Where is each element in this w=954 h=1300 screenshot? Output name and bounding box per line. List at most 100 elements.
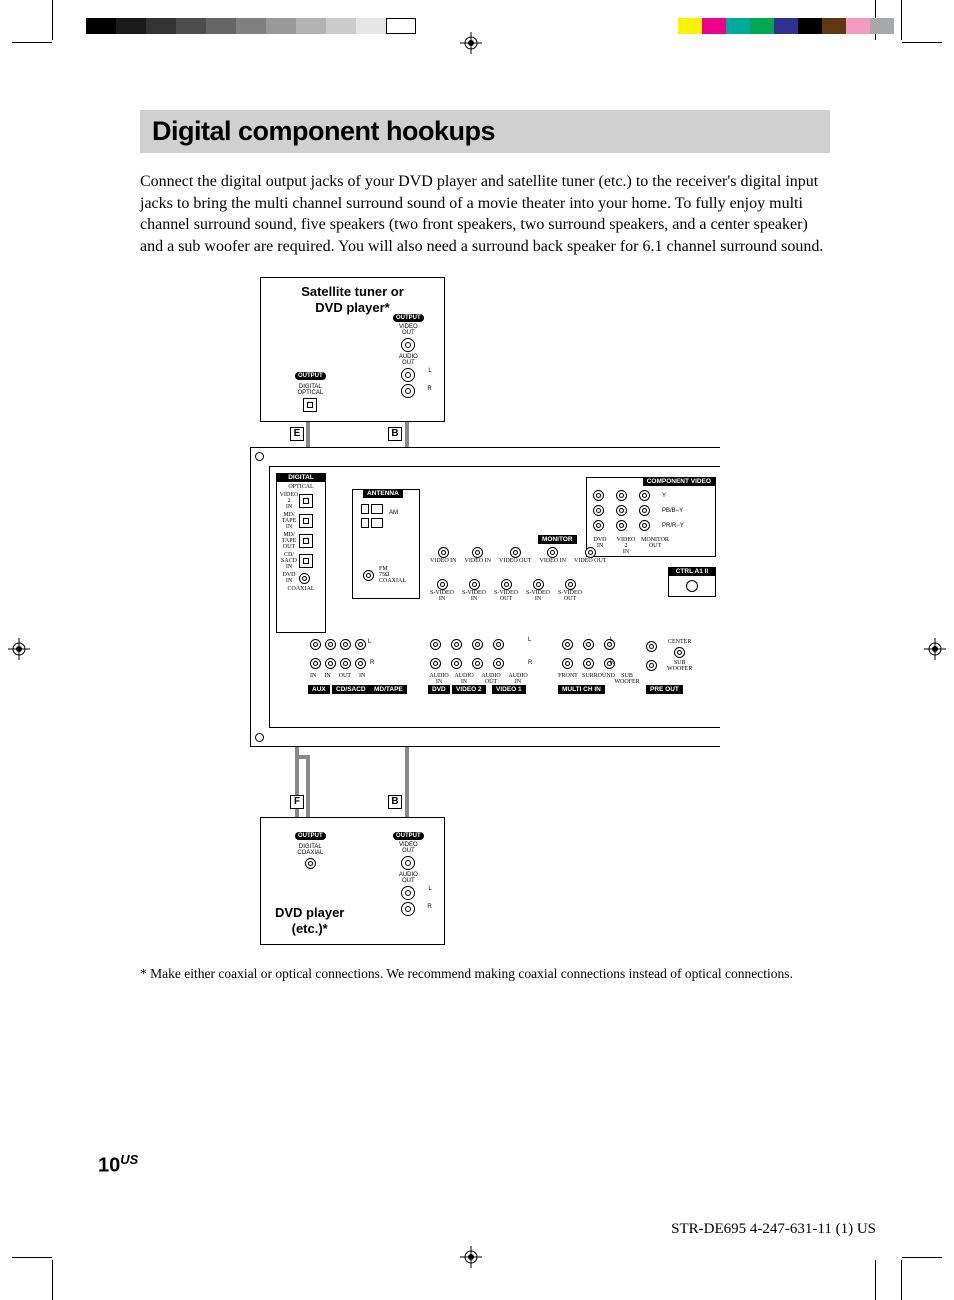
- rca-jack-icon: [639, 505, 650, 516]
- l-label: L: [428, 368, 431, 374]
- screw-icon: [255, 452, 264, 461]
- l-label: L: [528, 637, 531, 643]
- component-video-section: COMPONENT VIDEO Y: [586, 477, 716, 557]
- videoin-label: VIDEO IN: [465, 558, 492, 564]
- ctrl-jack-icon: [686, 580, 698, 592]
- videoout-label: VIDEO OUT: [574, 558, 607, 564]
- optical-jack-icon: [299, 494, 313, 508]
- receiver-panel: DIGITAL OPTICAL VIDEO 2 IN MD/ TAPE IN M…: [250, 447, 720, 747]
- output-label: OUTPUT: [393, 314, 424, 322]
- digital-label: DIGITAL: [277, 473, 325, 482]
- antenna-section: ANTENNA AM FM 75Ω COAXIAL: [352, 489, 420, 599]
- badge-b: B: [388, 427, 402, 441]
- output-label: OUTPUT: [393, 832, 424, 840]
- page-body: Digital component hookups Connect the di…: [140, 110, 830, 983]
- crop-mark: [902, 1257, 942, 1258]
- svideo-jack-icon: [437, 579, 448, 590]
- antenna-label: ANTENNA: [363, 489, 403, 498]
- top-device-title: Satellite tuner or: [261, 284, 444, 300]
- r-label: R: [610, 660, 614, 666]
- svideo-jack-icon: [469, 579, 480, 590]
- subwoofer-label: SUB WOOFER: [614, 673, 640, 685]
- digital-optical-label: DIGITAL OPTICAL: [295, 384, 326, 396]
- coax-jack-icon: [305, 858, 316, 869]
- optical-jack-icon: [303, 398, 317, 412]
- rca-jack-icon: [401, 384, 415, 398]
- registration-icon: [924, 638, 946, 660]
- rca-jack-icon: [585, 547, 596, 558]
- fm-label: FM 75Ω COAXIAL: [379, 566, 406, 584]
- mdtape-out-label: MD/ TAPE OUT: [279, 532, 299, 550]
- ctrl-section: CTRL A1 II: [668, 567, 716, 597]
- audioout-label: AUDIO OUT: [478, 673, 504, 685]
- registration-icon: [8, 638, 30, 660]
- svideo-jack-icon: [533, 579, 544, 590]
- video-out-label: VIDEO OUT: [393, 842, 424, 854]
- audio-out-label: AUDIO OUT: [393, 354, 424, 366]
- rca-jack-icon: [355, 639, 366, 650]
- rca-jack-icon: [593, 520, 604, 531]
- rca-jack-icon: [325, 639, 336, 650]
- component-video-label: COMPONENT VIDEO: [643, 477, 715, 486]
- r-label: R: [427, 904, 431, 910]
- am-label: AM: [389, 510, 398, 516]
- screw-icon: [255, 733, 264, 742]
- svideoout-label: S-VIDEO OUT: [494, 590, 518, 602]
- comp-mon-label: MONITOR OUT: [641, 537, 669, 555]
- svideoout-label: S-VIDEO OUT: [558, 590, 582, 602]
- in-label: IN: [310, 673, 316, 679]
- crop-mark: [901, 1260, 902, 1300]
- crop-mark: [901, 0, 902, 40]
- rca-jack-icon: [616, 520, 627, 531]
- optical-jack-icon: [299, 534, 313, 548]
- video2-label: VIDEO 2: [452, 685, 486, 694]
- v2-in-label: VIDEO 2 IN: [279, 492, 299, 510]
- surround-label: SURROUND: [582, 673, 612, 685]
- svideo-jack-icon: [501, 579, 512, 590]
- rca-jack-icon: [355, 658, 366, 669]
- rca-jack-icon: [401, 338, 415, 352]
- rca-jack-icon: [493, 639, 504, 650]
- intro-paragraph: Connect the digital output jacks of your…: [140, 171, 830, 257]
- dvd-in-label: DVD IN: [279, 572, 299, 584]
- center-label: CENTER: [667, 639, 692, 645]
- in-label: IN: [324, 673, 330, 679]
- rca-jack-icon: [593, 490, 604, 501]
- rca-jack-icon: [562, 639, 573, 650]
- output-label: OUTPUT: [295, 372, 326, 380]
- l-label: L: [610, 637, 613, 643]
- pr-label: PR/R−Y: [662, 523, 684, 529]
- videoin-label: VIDEO IN: [430, 558, 457, 564]
- preout-label: PRE OUT: [646, 685, 683, 694]
- crop-mark: [52, 1260, 53, 1300]
- document-id: STR-DE695 4-247-631-11 (1) US: [671, 1221, 876, 1238]
- crop-mark: [12, 1257, 52, 1258]
- registration-icon: [460, 32, 482, 54]
- y-label: Y: [662, 493, 666, 499]
- rca-jack-icon: [510, 547, 521, 558]
- l-label: L: [428, 886, 431, 892]
- optical-jack-icon: [299, 514, 313, 528]
- pb-label: PB/B−Y: [662, 508, 683, 514]
- subwoofer-label: SUB WOOFER: [667, 660, 692, 672]
- r-label: R: [370, 660, 374, 666]
- page-number-value: 10: [98, 1155, 120, 1177]
- page-number-suffix: US: [120, 1152, 138, 1167]
- crop-mark: [902, 42, 942, 43]
- section-title: Digital component hookups: [152, 116, 820, 147]
- digital-section: DIGITAL OPTICAL VIDEO 2 IN MD/ TAPE IN M…: [276, 473, 326, 633]
- rca-jack-icon: [639, 490, 650, 501]
- optical-label: OPTICAL: [277, 484, 325, 490]
- in-label: IN: [359, 673, 365, 679]
- rca-jack-icon: [451, 639, 462, 650]
- dvd-label: DVD: [428, 685, 450, 694]
- optical-jack-icon: [299, 554, 313, 568]
- crop-mark: [875, 1260, 876, 1300]
- aux-label: AUX: [308, 685, 330, 694]
- print-color-bar: [678, 18, 894, 34]
- svideoin-label: S-VIDEO IN: [462, 590, 486, 602]
- audioin-label: AUDIO IN: [507, 673, 529, 685]
- coaxial-label: COAXIAL: [277, 586, 325, 592]
- top-device-box: Satellite tuner or DVD player* OUTPUT DI…: [260, 277, 445, 422]
- svideo-jack-icon: [565, 579, 576, 590]
